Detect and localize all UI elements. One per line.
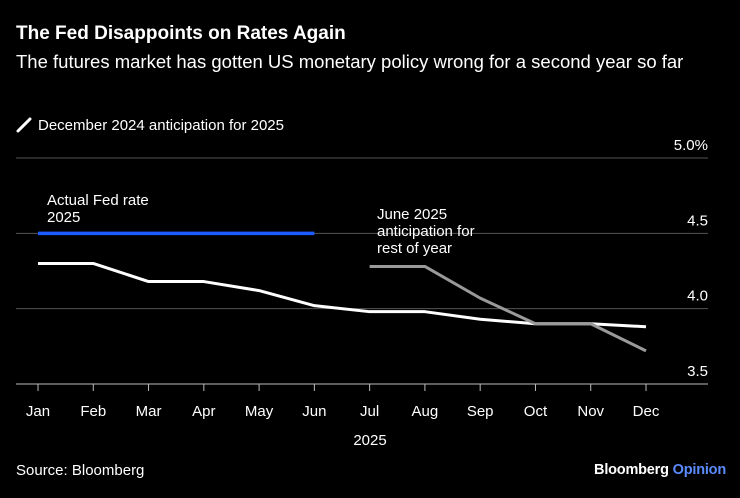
series-label-line: June 2025 xyxy=(377,206,447,223)
brand-product: Opinion xyxy=(672,462,727,478)
x-tick-label: Sep xyxy=(467,403,494,420)
x-tick-label: Feb xyxy=(80,403,106,420)
x-tick-label: Apr xyxy=(192,403,215,420)
x-tick-label: Mar xyxy=(136,403,162,420)
x-tick-label: Aug xyxy=(412,403,439,420)
series-label-line: rest of year xyxy=(377,240,452,257)
y-tick-label: 5.0% xyxy=(674,137,708,154)
chart-subtitle: The futures market has gotten US monetar… xyxy=(16,51,684,72)
gridlines xyxy=(16,157,708,385)
series-label: Actual Fed rate 2025 xyxy=(47,192,149,226)
chart-title: The Fed Disappoints on Rates Again xyxy=(16,23,346,44)
y-tick-label: 4.0 xyxy=(687,288,708,305)
legend-line-icon xyxy=(16,117,32,133)
june-2025-anticipation-line xyxy=(369,264,647,353)
y-tick-label: 4.5 xyxy=(687,212,708,229)
brand-logo: Bloomberg Opinion xyxy=(594,462,726,478)
x-tick-label: Nov xyxy=(577,403,604,420)
source-note: Source: Bloomberg xyxy=(16,462,145,479)
legend-label: December 2024 anticipation for 2025 xyxy=(38,116,284,134)
series-label-line: anticipation for xyxy=(377,223,475,240)
x-tick-label: Jan xyxy=(26,403,50,420)
series-label-line: 2025 xyxy=(47,209,80,226)
brand-name: Bloomberg xyxy=(594,462,669,478)
x-axis: Jan Feb Mar Apr May Jun Jul Aug Sep Oct Nov Dec 2025 xyxy=(26,384,660,449)
series-label: June 2025 anticipation for rest of year xyxy=(377,206,475,257)
series-lines xyxy=(38,231,647,353)
x-tick-label: May xyxy=(245,403,274,420)
legend: December 2024 anticipation for 2025 xyxy=(16,114,284,136)
series-label-line: Actual Fed rate xyxy=(47,192,149,209)
x-tick-label: Dec xyxy=(633,403,660,420)
x-tick-label: Oct xyxy=(524,403,548,420)
x-tick-label: Jul xyxy=(360,403,379,420)
x-axis-title: 2025 xyxy=(353,432,386,449)
y-axis: 5.0% 4.5 4.0 3.5 xyxy=(674,137,708,380)
dec-2024-anticipation-line xyxy=(38,261,647,329)
y-tick-label: 3.5 xyxy=(687,363,708,380)
x-tick-label: Jun xyxy=(302,403,326,420)
annotations: Actual Fed rate 2025 June 2025 anticipation… xyxy=(47,192,475,257)
